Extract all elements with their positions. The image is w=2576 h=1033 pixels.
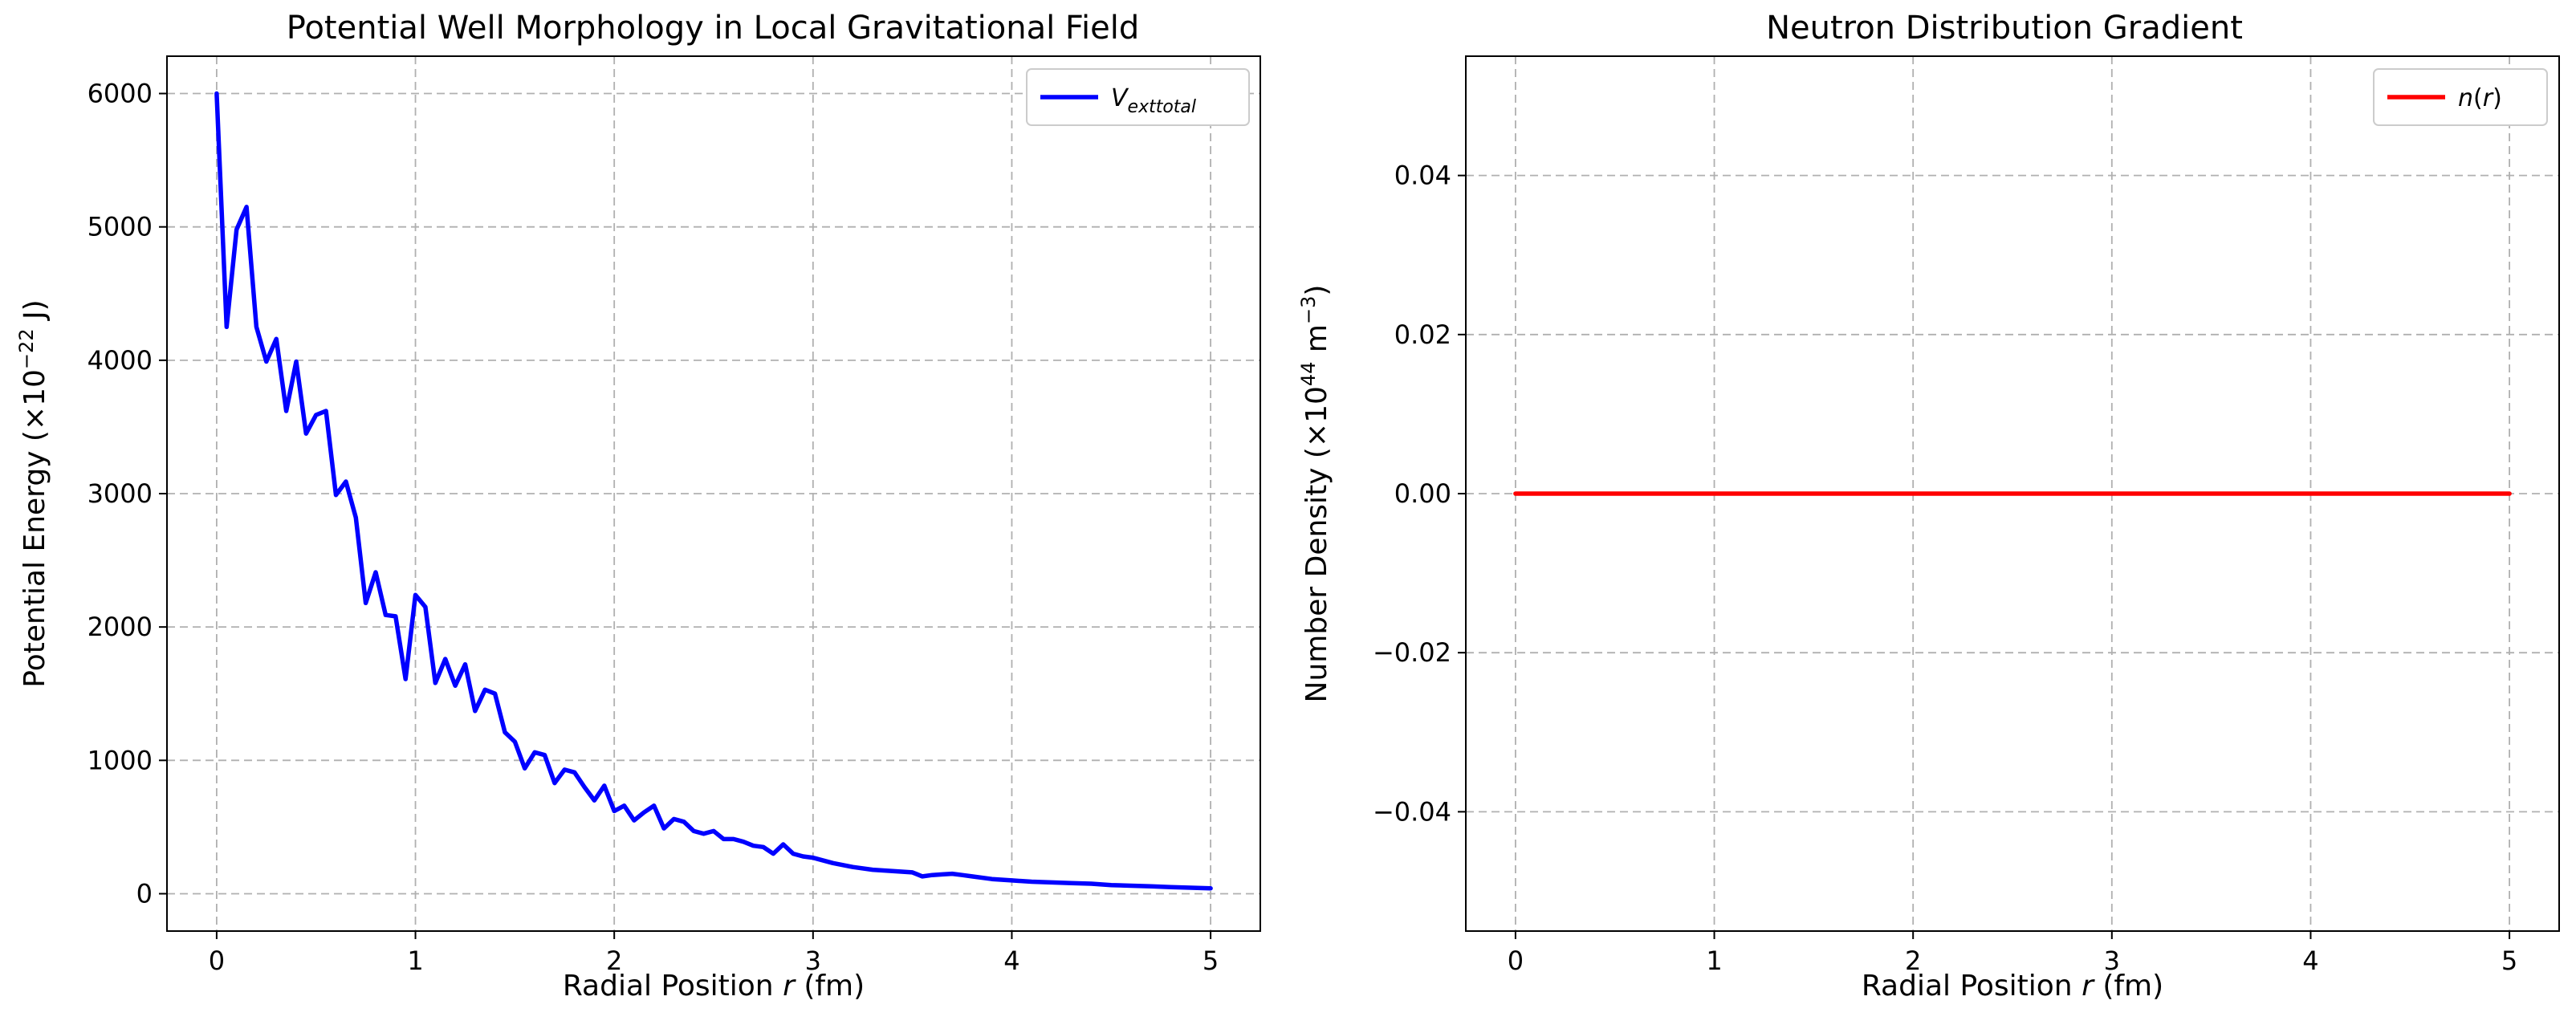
x-axis-label: Radial Position r (fm) xyxy=(563,970,865,1002)
y-tick-label: 0.00 xyxy=(1394,478,1451,509)
y-tick-label: 4000 xyxy=(87,345,153,376)
number-density-panel: Neutron Distribution Gradient 0 1 2 3 4 5 −0.… xyxy=(1297,10,2560,1002)
legend-label: Vexttotal xyxy=(1111,84,1196,117)
y-tick-label: −0.02 xyxy=(1373,637,1451,668)
x-tick-label: 4 xyxy=(2302,946,2318,976)
x-tick-label: 0 xyxy=(209,946,225,976)
chart-title: Potential Well Morphology in Local Gravi… xyxy=(287,10,1140,47)
potential-energy-series-line xyxy=(214,91,1213,891)
legend: Vexttotal xyxy=(1026,68,1250,126)
y-tick-label: 1000 xyxy=(87,745,153,775)
legend-box xyxy=(1026,68,1250,126)
y-tick-label: 0.02 xyxy=(1394,319,1451,350)
x-axis-ticks: 0 1 2 3 4 5 xyxy=(209,931,1219,976)
x-tick-label: 1 xyxy=(1706,946,1722,976)
x-axis-ticks: 0 1 2 3 4 5 xyxy=(1508,931,2517,976)
x-tick-label: 2 xyxy=(1905,946,1921,976)
x-tick-label: 3 xyxy=(805,946,821,976)
y-tick-label: −0.04 xyxy=(1373,796,1451,827)
chart-title: Neutron Distribution Gradient xyxy=(1766,10,2243,47)
x-axis-label: Radial Position r (fm) xyxy=(1862,970,2163,1002)
x-tick-label: 5 xyxy=(1203,946,1219,976)
y-tick-label: 2000 xyxy=(87,612,153,642)
y-axis-label: Potential Energy (×10−22 J) xyxy=(15,299,51,687)
x-tick-label: 4 xyxy=(1003,946,1019,976)
x-tick-label: 0 xyxy=(1508,946,1524,976)
x-tick-label: 2 xyxy=(606,946,622,976)
y-axis-label: Number Density (×1044 m−3) xyxy=(1297,285,1333,703)
legend-label: n(r) xyxy=(2458,84,2502,112)
y-axis-ticks: 0 1000 2000 3000 4000 5000 6000 xyxy=(87,79,167,909)
y-tick-label: 3000 xyxy=(87,478,153,509)
x-tick-label: 3 xyxy=(2104,946,2120,976)
x-tick-label: 1 xyxy=(407,946,423,976)
legend-box xyxy=(2373,68,2548,126)
y-tick-label: 0 xyxy=(136,878,153,909)
y-axis-ticks: −0.04 −0.02 0.00 0.02 0.04 xyxy=(1373,161,1466,827)
y-tick-label: 5000 xyxy=(87,212,153,242)
grid-lines xyxy=(167,56,1260,931)
x-tick-label: 5 xyxy=(2501,946,2517,976)
legend: n(r) xyxy=(2373,68,2548,126)
y-tick-label: 0.04 xyxy=(1394,161,1451,191)
potential-energy-panel: Potential Well Morphology in Local Gravi… xyxy=(15,10,1261,1002)
y-tick-label: 6000 xyxy=(87,79,153,109)
